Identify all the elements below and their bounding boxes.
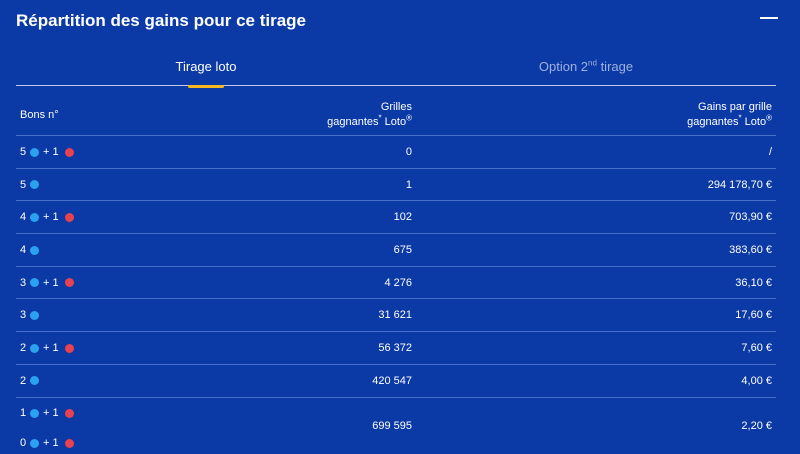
cell-grilles: 4 276 xyxy=(384,276,412,289)
blue-ball-icon xyxy=(30,278,39,288)
table-row: 2 + 1 56 372 7,60 € xyxy=(16,332,776,365)
cell-gains: 36,10 € xyxy=(735,276,772,289)
bonus-label: + 1 xyxy=(43,146,59,158)
cell-gains: 294 178,70 € xyxy=(707,178,772,191)
bons-number: 5 xyxy=(20,178,27,191)
blue-ball-icon xyxy=(30,212,39,222)
bons-number: 4 xyxy=(20,211,27,224)
table-row: 3 + 1 4 276 36,10 € xyxy=(16,267,776,300)
sup-star: * xyxy=(378,113,382,123)
bons-line: 0 + 1 xyxy=(20,437,78,450)
bons-number: 1 xyxy=(20,407,27,419)
blue-ball-icon xyxy=(30,180,39,190)
column-header-bons: Bons n° xyxy=(20,109,59,121)
red-ball-icon xyxy=(64,212,74,222)
red-ball-icon xyxy=(64,438,74,448)
bons-line: 1 + 1 xyxy=(20,407,78,420)
section-header: Répartition des gains pour ce tirage xyxy=(0,0,800,44)
table-row: 1 + 1 0 + 1 699 595 2,20 € xyxy=(16,398,776,454)
cell-bons: 5 + 1 xyxy=(20,136,78,168)
bons-number: 2 xyxy=(20,342,27,355)
cell-gains: 17,60 € xyxy=(735,309,772,322)
sup-star: * xyxy=(738,113,742,123)
red-ball-icon xyxy=(64,343,74,353)
cell-bons: 2 xyxy=(20,365,43,397)
bons-number: 0 xyxy=(20,437,27,449)
cell-bons: 4 xyxy=(20,234,43,266)
column-header-gains-line2: gagnantes xyxy=(687,116,739,128)
column-header-grilles: Grilles gagnantes* Loto® xyxy=(327,100,412,130)
tab-option-second-draw[interactable]: Option 2nd tirage xyxy=(396,48,776,86)
column-header-gains-line1: Gains par grille xyxy=(698,101,772,113)
blue-ball-icon xyxy=(30,245,39,255)
column-header-grilles-line3: Loto xyxy=(381,116,407,128)
bonus-label: + 1 xyxy=(43,342,59,355)
cell-bons: 3 xyxy=(20,299,43,331)
sup-reg: ® xyxy=(406,113,412,123)
cell-gains: 2,20 € xyxy=(741,419,772,432)
tab-active-indicator xyxy=(188,85,224,88)
cell-grilles: 31 621 xyxy=(378,309,412,322)
table-body: 5 + 1 0 / 5 1 294 178,70 € 4 + 1 102 703,90 € 4 675 3… xyxy=(16,136,776,398)
bons-number: 5 xyxy=(20,146,27,158)
bons-number: 3 xyxy=(20,309,27,322)
cell-grilles: 1 xyxy=(405,178,412,191)
cell-gains: / xyxy=(768,146,772,158)
cell-bons: 1 + 1 0 + 1 xyxy=(20,398,78,454)
collapse-icon[interactable] xyxy=(760,17,778,19)
table-row: 2 420 547 4,00 € xyxy=(16,365,776,398)
tab-option-suffix: tirage xyxy=(596,59,634,74)
column-header-gains-line3: Loto xyxy=(741,116,767,128)
tab-bar: Tirage loto Option 2nd tirage xyxy=(16,48,776,88)
cell-gains: 7,60 € xyxy=(741,342,772,355)
cell-grilles: 699 595 xyxy=(372,419,412,432)
table-row: 4 675 383,60 € xyxy=(16,234,776,267)
bons-number: 2 xyxy=(20,374,27,387)
blue-ball-icon xyxy=(30,343,39,353)
blue-ball-icon xyxy=(30,408,39,418)
red-ball-icon xyxy=(64,147,74,157)
column-header-gains: Gains par grille gagnantes* Loto® xyxy=(687,100,772,130)
table-row: 5 + 1 0 / xyxy=(16,136,776,169)
blue-ball-icon xyxy=(30,376,39,386)
tab-tirage-loto[interactable]: Tirage loto xyxy=(16,48,396,88)
cell-grilles: 420 547 xyxy=(372,374,412,387)
table-header: Bons n° Grilles gagnantes* Loto® Gains p… xyxy=(16,92,776,136)
cell-bons: 2 + 1 xyxy=(20,332,78,364)
cell-gains: 703,90 € xyxy=(729,211,772,224)
section-title: Répartition des gains pour ce tirage xyxy=(16,11,307,30)
table-row: 4 + 1 102 703,90 € xyxy=(16,201,776,235)
cell-grilles: 675 xyxy=(393,244,412,257)
cell-grilles: 0 xyxy=(405,146,412,158)
cell-gains: 383,60 € xyxy=(729,244,772,257)
tab-tirage-loto-label: Tirage loto xyxy=(175,59,237,74)
tab-option-label: Option 2 xyxy=(538,59,589,74)
cell-grilles: 102 xyxy=(393,211,412,224)
blue-ball-icon xyxy=(30,147,39,157)
cell-grilles: 56 372 xyxy=(378,342,412,355)
cell-bons: 3 + 1 xyxy=(20,267,78,299)
bons-number: 4 xyxy=(20,244,27,257)
red-ball-icon xyxy=(64,408,74,418)
cell-bons: 4 + 1 xyxy=(20,201,78,233)
blue-ball-icon xyxy=(30,438,39,448)
cell-gains: 4,00 € xyxy=(741,374,772,387)
cell-bons: 5 xyxy=(20,169,43,201)
bonus-label: + 1 xyxy=(43,407,59,419)
bons-number: 3 xyxy=(20,276,27,289)
column-header-grilles-line1: Grilles xyxy=(380,101,412,113)
table-row: 5 1 294 178,70 € xyxy=(16,169,776,202)
bonus-label: + 1 xyxy=(43,276,59,289)
tab-option-sup: nd xyxy=(588,58,597,68)
sup-reg: ® xyxy=(766,113,772,123)
column-header-grilles-line2: gagnantes xyxy=(327,116,379,128)
blue-ball-icon xyxy=(30,310,39,320)
table-row: 3 31 621 17,60 € xyxy=(16,299,776,333)
bonus-label: + 1 xyxy=(43,437,59,449)
winnings-table: Bons n° Grilles gagnantes* Loto® Gains p… xyxy=(16,92,776,454)
bonus-label: + 1 xyxy=(43,211,59,224)
red-ball-icon xyxy=(64,278,74,288)
